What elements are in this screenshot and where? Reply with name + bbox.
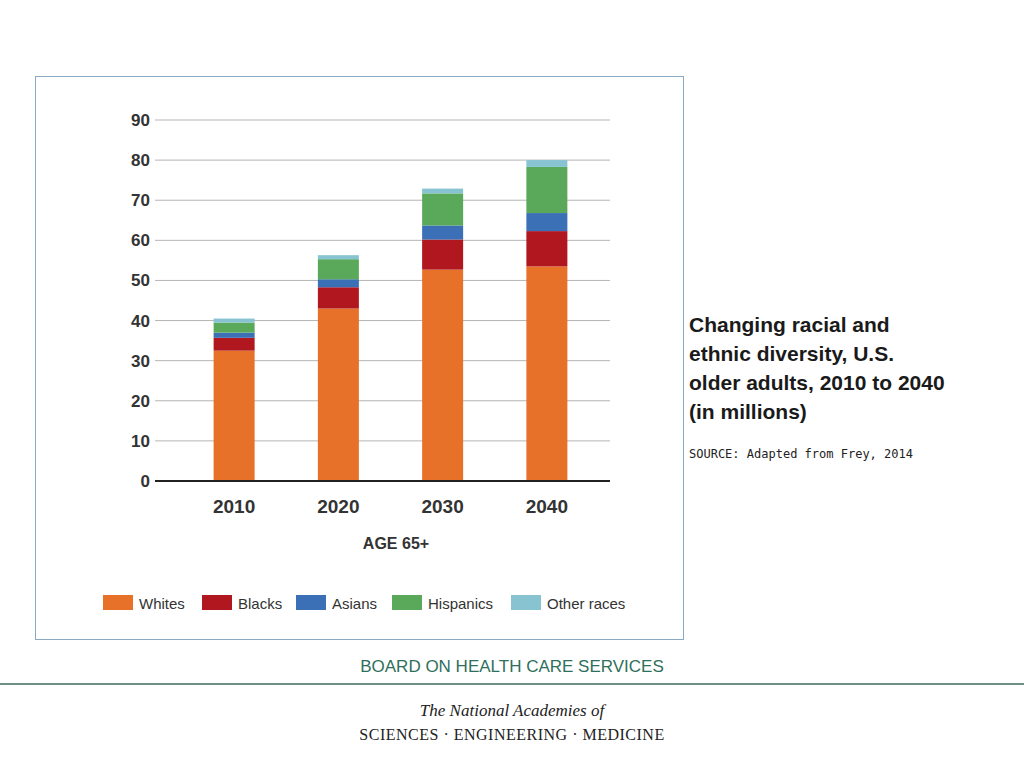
y-tick-label: 50 <box>131 271 150 290</box>
grid-line <box>155 120 610 121</box>
baseline <box>155 480 610 482</box>
grid-line <box>155 481 610 482</box>
chart-source: SOURCE: Adapted from Frey, 2014 <box>689 447 913 461</box>
bar-segment <box>318 309 359 481</box>
legend-label: Asians <box>332 595 377 612</box>
chart-title: Changing racial and ethnic diversity, U.… <box>689 310 951 426</box>
legend-label: Blacks <box>238 595 282 612</box>
bar-segment <box>526 266 567 481</box>
x-tick-label: 2010 <box>213 496 255 517</box>
bar-segment <box>214 338 255 351</box>
grid <box>155 120 610 481</box>
bar-segment <box>526 231 567 266</box>
legend-swatch <box>392 595 422 610</box>
y-tick-label: 90 <box>131 111 150 130</box>
footer-rule <box>0 683 1024 685</box>
bars <box>214 160 568 481</box>
org-line-1: The National Academies of <box>420 701 607 720</box>
y-tick-label: 80 <box>131 151 150 170</box>
org-line-2: SCIENCES · ENGINEERING · MEDICINE <box>359 726 664 743</box>
bar-segment <box>526 213 567 231</box>
bar-segment <box>318 279 359 287</box>
y-tick-label: 60 <box>131 231 150 250</box>
bar-segment <box>422 225 463 239</box>
legend-label: Hispanics <box>428 595 493 612</box>
legend-swatch <box>202 595 232 610</box>
bar-segment <box>422 270 463 481</box>
x-axis-label: AGE 65+ <box>363 535 429 552</box>
bar-segment <box>214 323 255 333</box>
board-name: BOARD ON HEALTH CARE SERVICES <box>360 657 664 676</box>
bar-segment <box>214 351 255 481</box>
x-tick-label: 2020 <box>317 496 359 517</box>
bar-segment <box>318 255 359 259</box>
x-axis-line <box>155 480 610 482</box>
chart-frame <box>36 77 684 640</box>
bar-segment <box>526 160 567 167</box>
legend: Whites Blacks Asians Hispanics Other races <box>103 595 625 612</box>
x-tick-label: 2040 <box>526 496 568 517</box>
bar-segment <box>214 319 255 323</box>
legend-label: Whites <box>139 595 185 612</box>
legend-swatch <box>511 595 541 610</box>
bar-segment <box>318 259 359 279</box>
bar-segment <box>422 189 463 194</box>
y-tick-label: 30 <box>131 352 150 371</box>
x-tick-label: 2030 <box>421 496 463 517</box>
y-tick-label: 10 <box>131 432 150 451</box>
y-tick-label: 20 <box>131 392 150 411</box>
bar-segment <box>422 193 463 225</box>
legend-label: Other races <box>547 595 625 612</box>
bar-segment <box>526 167 567 213</box>
y-tick-label: 0 <box>141 472 150 491</box>
y-tick-label: 70 <box>131 191 150 210</box>
y-tick-label: 40 <box>131 312 150 331</box>
bar-segment <box>422 240 463 270</box>
legend-swatch <box>296 595 326 610</box>
bar-segment <box>214 333 255 338</box>
legend-swatch <box>103 595 133 610</box>
bar-segment <box>318 287 359 308</box>
